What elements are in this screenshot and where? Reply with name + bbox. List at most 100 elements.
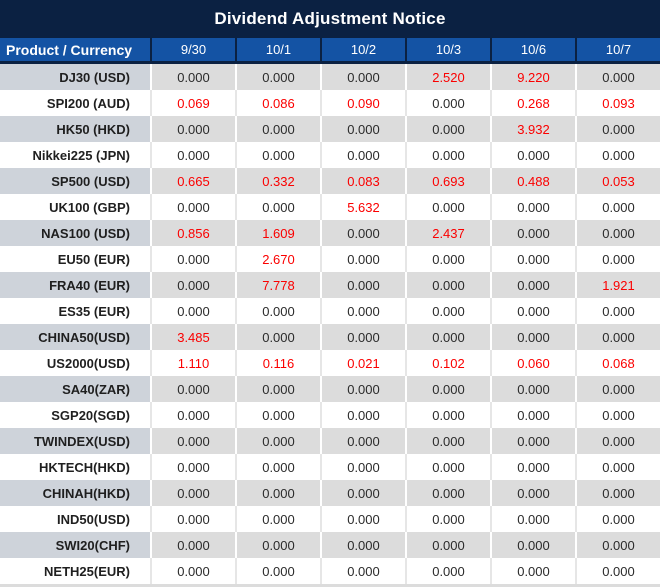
dividend-value-cell: 2.437	[405, 220, 490, 246]
zero-value-cell: 0.000	[405, 376, 490, 402]
zero-value-cell: 0.000	[405, 90, 490, 116]
zero-value-cell: 0.000	[490, 428, 575, 454]
zero-value-cell: 0.000	[490, 324, 575, 350]
zero-value-cell: 0.000	[575, 454, 660, 480]
zero-value-cell: 0.000	[405, 272, 490, 298]
zero-value-cell: 0.000	[405, 324, 490, 350]
zero-value-cell: 0.000	[405, 402, 490, 428]
dividend-value-cell: 0.053	[575, 168, 660, 194]
zero-value-cell: 0.000	[575, 558, 660, 584]
product-name-cell: SWI20(CHF)	[0, 532, 150, 558]
zero-value-cell: 0.000	[235, 116, 320, 142]
product-currency-column-header: Product / Currency	[6, 41, 133, 58]
zero-value-cell: 0.000	[320, 324, 405, 350]
zero-value-cell: 0.000	[150, 402, 235, 428]
zero-value-cell: 0.000	[575, 116, 660, 142]
table-row: UK100 (GBP) 0.000 0.000 5.632 0.000 0.000 0.00…	[0, 194, 660, 220]
zero-value-cell: 0.000	[490, 506, 575, 532]
table-row: SGP20(SGD) 0.000 0.000 0.000 0.000 0.000 0.000	[0, 402, 660, 428]
dividend-value-cell: 1.921	[575, 272, 660, 298]
zero-value-cell: 0.000	[320, 272, 405, 298]
zero-value-cell: 0.000	[150, 64, 235, 90]
zero-value-cell: 0.000	[150, 532, 235, 558]
dividend-value-cell: 0.665	[150, 168, 235, 194]
table-row: HK50 (HKD) 0.000 0.000 0.000 0.000 3.932 0.000	[0, 116, 660, 142]
dividend-value-cell: 9.220	[490, 64, 575, 90]
zero-value-cell: 0.000	[490, 532, 575, 558]
zero-value-cell: 0.000	[575, 402, 660, 428]
zero-value-cell: 0.000	[150, 506, 235, 532]
table-row: ES35 (EUR) 0.000 0.000 0.000 0.000 0.000 0.000	[0, 298, 660, 324]
zero-value-cell: 0.000	[150, 272, 235, 298]
zero-value-cell: 0.000	[320, 142, 405, 168]
product-name-cell: TWINDEX(USD)	[0, 428, 150, 454]
dividend-value-cell: 1.609	[235, 220, 320, 246]
table-row: IND50(USD) 0.000 0.000 0.000 0.000 0.000 0.000	[0, 506, 660, 532]
product-name-cell: HK50 (HKD)	[0, 116, 150, 142]
product-name-cell: CHINA50(USD)	[0, 324, 150, 350]
zero-value-cell: 0.000	[575, 428, 660, 454]
dividend-value-cell: 0.332	[235, 168, 320, 194]
dividend-value-cell: 2.670	[235, 246, 320, 272]
zero-value-cell: 0.000	[575, 220, 660, 246]
table-row: SP500 (USD) 0.665 0.332 0.083 0.693 0.488 0.05…	[0, 168, 660, 194]
zero-value-cell: 0.000	[150, 558, 235, 584]
dividend-value-cell: 0.856	[150, 220, 235, 246]
zero-value-cell: 0.000	[235, 506, 320, 532]
table-row: NAS100 (USD) 0.856 1.609 0.000 2.437 0.000 0.0…	[0, 220, 660, 246]
table-bottom-edge	[0, 584, 660, 587]
date-column-header: 10/7	[575, 38, 660, 61]
table-row: CHINA50(USD) 3.485 0.000 0.000 0.000 0.000 0.0…	[0, 324, 660, 350]
product-name-cell: CHINAH(HKD)	[0, 480, 150, 506]
date-column-header: 10/2	[320, 38, 405, 61]
dividend-value-cell: 0.488	[490, 168, 575, 194]
dividend-value-cell: 0.086	[235, 90, 320, 116]
table-header-row: Product / Currency 9/30 10/1 10/2 10/3 10/6 1…	[0, 38, 660, 64]
zero-value-cell: 0.000	[320, 402, 405, 428]
zero-value-cell: 0.000	[490, 194, 575, 220]
zero-value-cell: 0.000	[405, 194, 490, 220]
table-row: EU50 (EUR) 0.000 2.670 0.000 0.000 0.000 0.000	[0, 246, 660, 272]
zero-value-cell: 0.000	[235, 142, 320, 168]
dividend-value-cell: 3.485	[150, 324, 235, 350]
dividend-value-cell: 2.520	[405, 64, 490, 90]
dividend-value-cell: 0.069	[150, 90, 235, 116]
zero-value-cell: 0.000	[235, 558, 320, 584]
dividend-value-cell: 0.021	[320, 350, 405, 376]
product-name-cell: SA40(ZAR)	[0, 376, 150, 402]
date-column-header: 10/6	[490, 38, 575, 61]
product-name-cell: US2000(USD)	[0, 350, 150, 376]
zero-value-cell: 0.000	[490, 298, 575, 324]
zero-value-cell: 0.000	[320, 298, 405, 324]
table-row: Nikkei225 (JPN) 0.000 0.000 0.000 0.000 0.000…	[0, 142, 660, 168]
product-name-cell: IND50(USD)	[0, 506, 150, 532]
dividend-value-cell: 0.268	[490, 90, 575, 116]
zero-value-cell: 0.000	[490, 454, 575, 480]
zero-value-cell: 0.000	[150, 428, 235, 454]
product-name-cell: NETH25(EUR)	[0, 558, 150, 584]
zero-value-cell: 0.000	[150, 376, 235, 402]
table-row: FRA40 (EUR) 0.000 7.778 0.000 0.000 0.000 1.92…	[0, 272, 660, 298]
dividend-value-cell: 3.932	[490, 116, 575, 142]
table-row: SPI200 (AUD) 0.069 0.086 0.090 0.000 0.268 0.0…	[0, 90, 660, 116]
zero-value-cell: 0.000	[490, 142, 575, 168]
date-column-header: 9/30	[150, 38, 235, 61]
zero-value-cell: 0.000	[150, 194, 235, 220]
zero-value-cell: 0.000	[320, 532, 405, 558]
zero-value-cell: 0.000	[405, 454, 490, 480]
zero-value-cell: 0.000	[235, 532, 320, 558]
zero-value-cell: 0.000	[150, 246, 235, 272]
zero-value-cell: 0.000	[575, 194, 660, 220]
zero-value-cell: 0.000	[150, 480, 235, 506]
table-row: NETH25(EUR) 0.000 0.000 0.000 0.000 0.000 0.00…	[0, 558, 660, 584]
zero-value-cell: 0.000	[490, 480, 575, 506]
zero-value-cell: 0.000	[490, 272, 575, 298]
product-name-cell: EU50 (EUR)	[0, 246, 150, 272]
zero-value-cell: 0.000	[235, 428, 320, 454]
zero-value-cell: 0.000	[320, 558, 405, 584]
product-name-cell: FRA40 (EUR)	[0, 272, 150, 298]
dividend-value-cell: 5.632	[320, 194, 405, 220]
product-name-cell: NAS100 (USD)	[0, 220, 150, 246]
dividend-value-cell: 0.068	[575, 350, 660, 376]
zero-value-cell: 0.000	[490, 402, 575, 428]
